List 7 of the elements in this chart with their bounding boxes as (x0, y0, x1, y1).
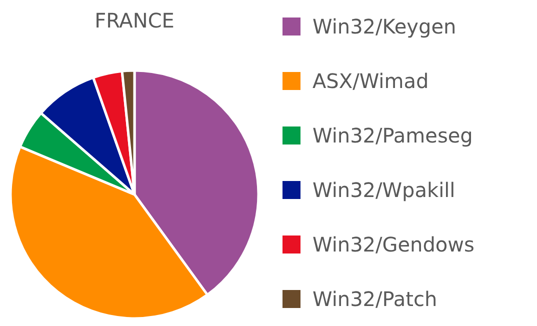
legend-label: Win32/Pameseg (312, 124, 473, 148)
legend-label: Win32/Gendows (312, 232, 474, 256)
chart-title: FRANCE (94, 8, 174, 32)
legend-label: Win32/Patch (312, 287, 438, 311)
legend-label: ASX/Wimad (312, 69, 429, 93)
legend-label: Win32/Keygen (312, 14, 456, 38)
legend-label: Win32/Wpakill (312, 178, 456, 202)
